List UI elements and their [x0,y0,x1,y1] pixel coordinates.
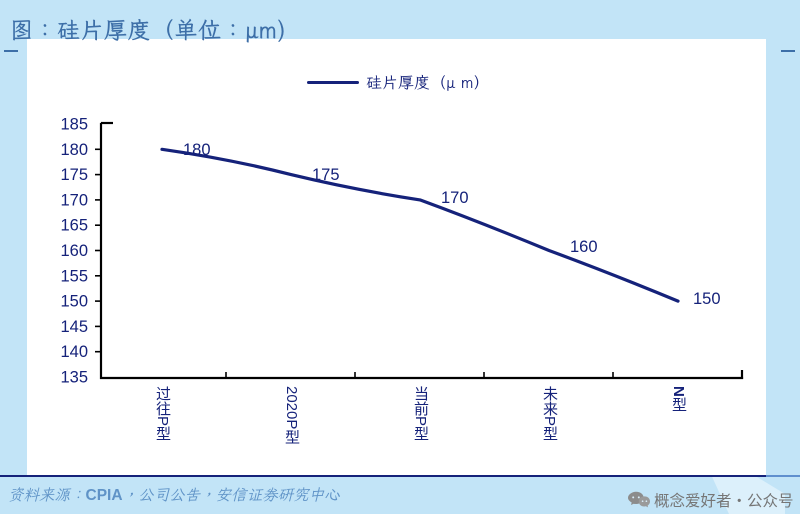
svg-text:150: 150 [693,290,721,308]
svg-text:160: 160 [60,242,88,260]
svg-text:175: 175 [312,166,340,184]
svg-text:180: 180 [60,141,88,159]
svg-text:170: 170 [441,189,469,207]
svg-text:175: 175 [60,166,88,184]
svg-text:180: 180 [183,141,211,159]
svg-text:155: 155 [60,267,88,285]
svg-text:185: 185 [60,116,88,134]
svg-text:160: 160 [570,238,598,256]
svg-text:135: 135 [60,369,88,387]
svg-text:165: 165 [60,217,88,235]
svg-text:145: 145 [60,318,88,336]
svg-text:150: 150 [60,293,88,311]
svg-text:170: 170 [60,191,88,209]
svg-text:140: 140 [60,343,88,361]
